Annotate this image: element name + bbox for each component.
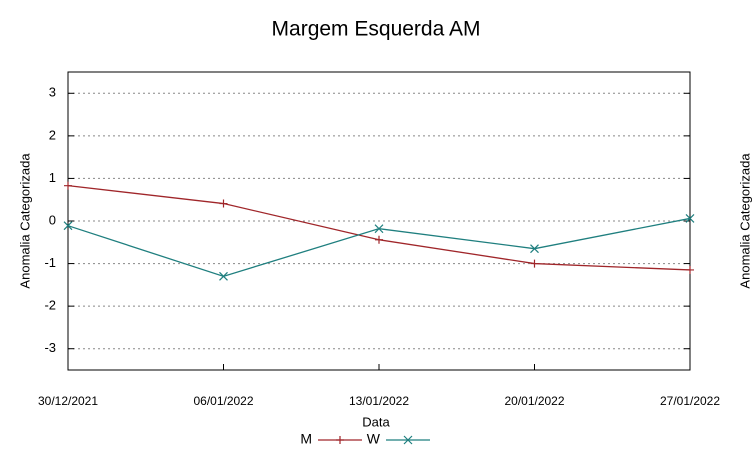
x-tick-label: 20/01/2022: [504, 394, 564, 408]
x-tick-label: 27/01/2022: [660, 394, 720, 408]
x-axis-label: Data: [362, 414, 390, 429]
legend-marker: [403, 435, 413, 445]
series-line: [67, 217, 691, 278]
series-line: [67, 185, 691, 271]
y-tick-label: 2: [49, 127, 56, 142]
y-tick-label: -2: [44, 298, 56, 313]
point-marker: [63, 221, 73, 231]
point-marker: [219, 271, 228, 281]
legend-label: W: [367, 431, 381, 447]
legend-label: M: [300, 431, 312, 447]
y-tick-label: 1: [49, 170, 56, 185]
point-marker: [375, 235, 383, 244]
point-marker: [219, 199, 228, 208]
point-marker: [685, 214, 695, 223]
x-tick-label: 13/01/2022: [349, 394, 409, 408]
point-marker: [530, 244, 539, 254]
y-tick-label: 3: [49, 85, 56, 100]
y2-axis-label: Anomalia Categorizada: [737, 153, 752, 289]
x-tick-label: 30/12/2021: [38, 394, 98, 408]
y-axis-label: Anomalia Categorizada: [17, 153, 32, 289]
plot-frame: [67, 71, 691, 371]
point-marker: [374, 224, 384, 234]
y-tick-label: 0: [49, 212, 56, 227]
y-tick-label: -3: [44, 340, 56, 355]
x-tick-label: 06/01/2022: [193, 394, 253, 408]
point-marker: [64, 181, 72, 190]
legend-marker: [336, 436, 344, 444]
point-marker: [686, 265, 694, 274]
point-marker: [530, 259, 539, 268]
y-tick-label: -1: [44, 255, 56, 270]
chart-title: Margem Esquerda AM: [272, 18, 481, 41]
